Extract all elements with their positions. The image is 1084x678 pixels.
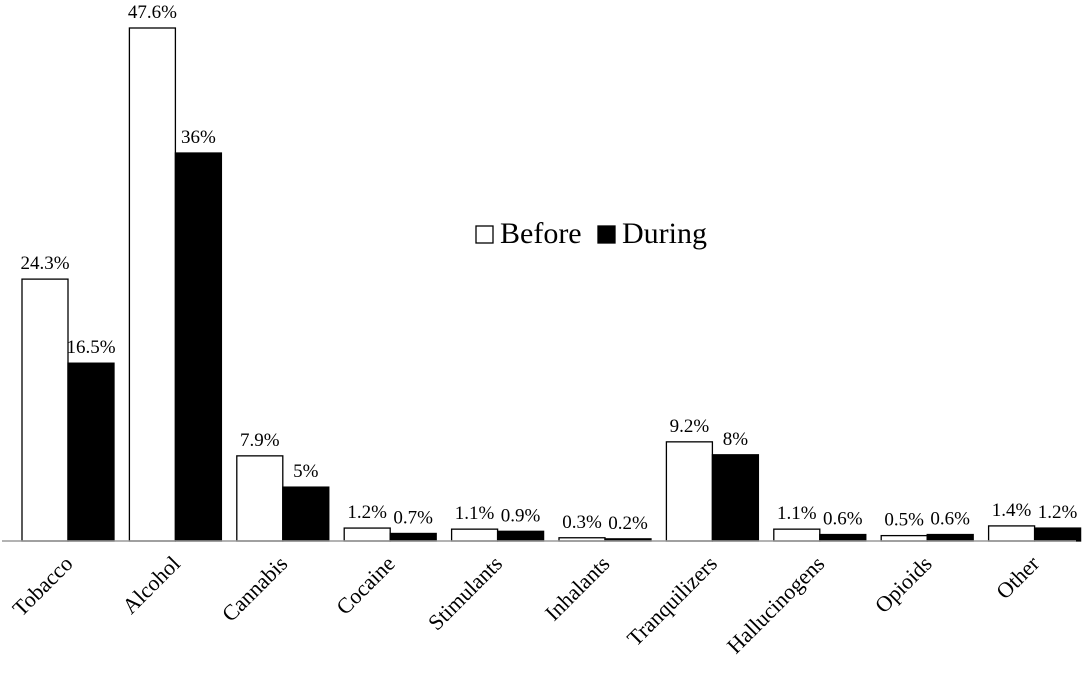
- data-label-before-tobacco: 24.3%: [20, 253, 69, 274]
- data-label-during-stimulants: 0.9%: [501, 505, 541, 526]
- data-label-during-opioids: 0.6%: [930, 509, 970, 530]
- bar-during-tobacco: [67, 362, 115, 542]
- bar-during-cocaine: [389, 532, 437, 542]
- legend-label-before: Before: [500, 217, 582, 250]
- legend: Before During: [475, 217, 707, 250]
- value-labels-group: 24.3% 16.5% 47.6% 36% 7.9% 5% 1.2% 0.7% 1.1% 0.9%…: [20, 2, 1077, 534]
- data-label-before-hallucinogens: 1.1%: [777, 503, 817, 524]
- bar-during-alcohol: [174, 152, 223, 542]
- x-tick-label-inhalants: Inhalants: [540, 551, 615, 626]
- data-label-before-cocaine: 1.2%: [347, 502, 387, 523]
- data-label-during-tranquilizers: 8%: [723, 429, 749, 450]
- data-label-during-tobacco: 16.5%: [66, 337, 115, 358]
- x-tick-label-tranquilizers: Tranquilizers: [622, 551, 722, 651]
- legend-swatch-before: [475, 225, 494, 244]
- legend-swatch-during: [597, 225, 616, 244]
- data-label-during-cannabis: 5%: [293, 461, 319, 482]
- bar-before-cocaine: [343, 527, 391, 542]
- bar-during-stimulants: [496, 530, 545, 542]
- data-label-during-inhalants: 0.2%: [608, 513, 648, 534]
- data-label-during-alcohol: 36%: [181, 127, 216, 148]
- bar-before-stimulants: [450, 528, 499, 542]
- data-label-during-hallucinogens: 0.6%: [823, 509, 863, 530]
- data-label-before-opioids: 0.5%: [884, 510, 924, 531]
- data-label-before-inhalants: 0.3%: [562, 512, 602, 533]
- bars-group: [21, 27, 1082, 542]
- data-label-before-stimulants: 1.1%: [455, 503, 495, 524]
- x-tick-label-cannabis: Cannabis: [217, 551, 293, 627]
- legend-label-during: During: [622, 217, 707, 250]
- data-label-before-cannabis: 7.9%: [240, 430, 280, 451]
- x-tick-label-alcohol: Alcohol: [117, 551, 185, 619]
- bar-during-cannabis: [282, 486, 330, 542]
- x-tick-label-other: Other: [991, 550, 1045, 604]
- bar-before-alcohol: [128, 27, 177, 542]
- bar-before-other: [987, 525, 1036, 542]
- bar-during-hallucinogens: [819, 533, 867, 542]
- x-tick-label-hallucinogens: Hallucinogens: [722, 551, 830, 659]
- x-tick-label-stimulants: Stimulants: [423, 551, 507, 635]
- bar-during-tranquilizers: [711, 454, 760, 542]
- bar-before-cannabis: [236, 455, 284, 542]
- data-label-before-other: 1.4%: [992, 500, 1032, 521]
- data-label-during-other: 1.2%: [1038, 502, 1078, 523]
- bar-before-opioids: [880, 534, 928, 542]
- data-label-during-cocaine: 0.7%: [393, 507, 433, 528]
- bar-before-tranquilizers: [665, 441, 714, 542]
- bar-during-opioids: [926, 533, 974, 542]
- data-label-before-tranquilizers: 9.2%: [670, 416, 710, 437]
- data-label-before-alcohol: 47.6%: [128, 2, 177, 23]
- bar-during-other: [1033, 527, 1082, 542]
- x-tick-label-cocaine: Cocaine: [331, 551, 400, 620]
- bar-before-tobacco: [21, 278, 69, 542]
- category-labels-group: Tobacco Alcohol Cannabis Cocaine Stimulants I…: [7, 550, 1044, 658]
- x-tick-label-tobacco: Tobacco: [7, 551, 77, 621]
- bar-before-hallucinogens: [773, 528, 821, 542]
- x-tick-label-opioids: Opioids: [870, 551, 937, 618]
